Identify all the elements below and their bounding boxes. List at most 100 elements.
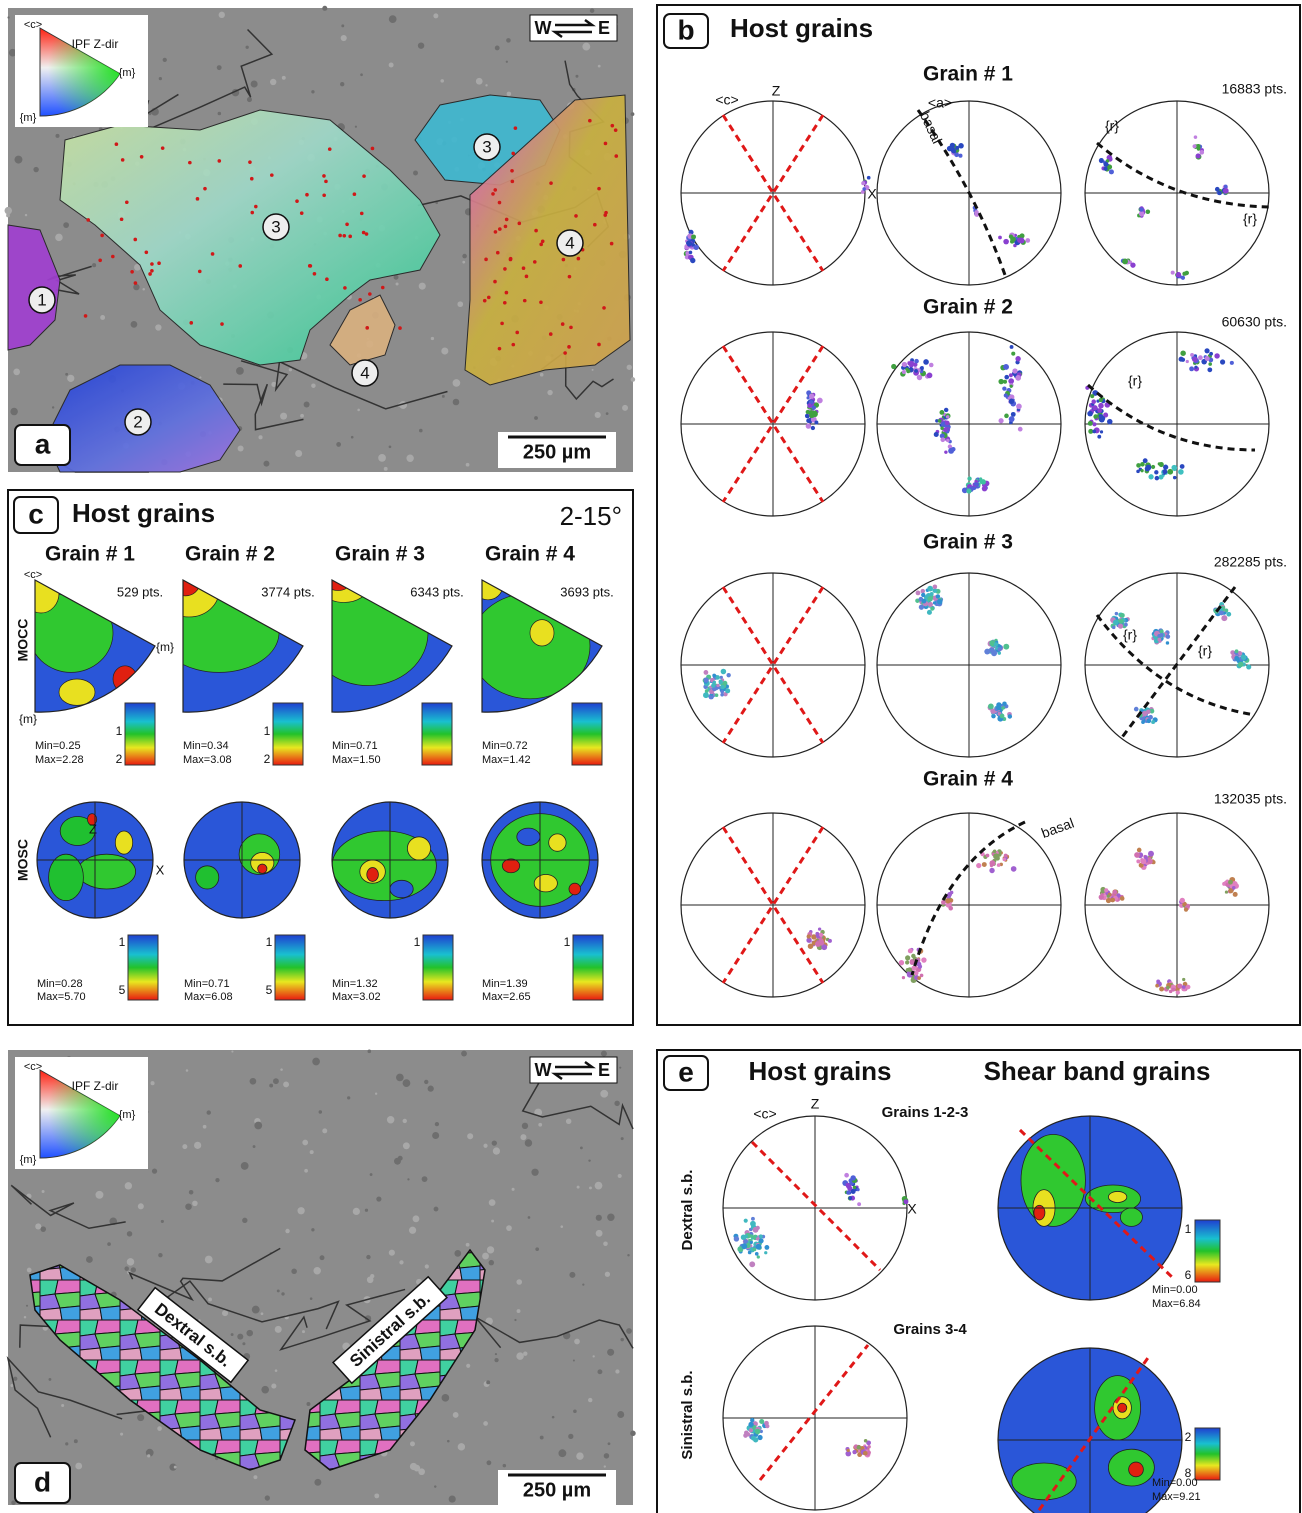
label: {r} (1123, 627, 1137, 643)
density-blob (1118, 1403, 1127, 1412)
subgrain-point (150, 269, 154, 273)
label: <c> (24, 569, 42, 581)
subgrain-point (133, 238, 137, 242)
orientation-point (1166, 986, 1170, 990)
orientation-point (1224, 185, 1228, 189)
orientation-point (759, 1238, 764, 1243)
map-texture (631, 112, 635, 116)
orientation-point (1145, 465, 1151, 471)
orientation-point (980, 480, 984, 484)
panel-label: e (678, 1056, 694, 1087)
orientation-point (989, 868, 994, 873)
orientation-point (1226, 612, 1231, 617)
orientation-point (1148, 474, 1153, 479)
color-scale (422, 703, 452, 765)
map-texture (403, 1142, 410, 1149)
label: 1 (119, 935, 126, 949)
orientation-point (1107, 895, 1110, 898)
map-texture (453, 379, 461, 387)
map-texture (419, 283, 426, 290)
orientation-point (966, 488, 971, 493)
orientation-point (1093, 414, 1098, 419)
color-scale (125, 703, 155, 765)
orientation-point (1156, 980, 1160, 984)
orientation-point (1204, 348, 1209, 353)
label: Host grains (748, 1056, 891, 1086)
subgrain-point (188, 161, 192, 165)
orientation-point (1171, 271, 1175, 275)
map-texture (453, 1412, 459, 1418)
orientation-point (857, 1202, 861, 1206)
map-texture (573, 1409, 577, 1413)
map-texture (55, 134, 59, 138)
orientation-point (917, 976, 921, 980)
subgrain-point (504, 225, 508, 229)
subgrain-point (358, 298, 362, 302)
orientation-point (691, 234, 696, 239)
subgrain-point (295, 199, 299, 203)
orientation-point (759, 1234, 763, 1238)
orientation-point (1177, 983, 1182, 988)
orientation-point (1232, 886, 1236, 890)
map-texture (283, 1082, 289, 1088)
orientation-point (907, 967, 912, 972)
map-texture (483, 1421, 488, 1426)
orientation-point (1173, 476, 1176, 479)
orientation-point (809, 410, 814, 415)
map-texture (575, 75, 578, 78)
orientation-point (1092, 405, 1097, 410)
map-texture (442, 1394, 450, 1402)
map-texture (92, 263, 96, 267)
orientation-point (1221, 615, 1227, 621)
subgrain-point (505, 291, 509, 295)
label: 132035 pts. (1214, 791, 1287, 807)
map-texture (231, 1051, 233, 1053)
orientation-point (1097, 435, 1101, 439)
orientation-point (991, 714, 996, 719)
label: Grain # 4 (485, 543, 575, 566)
subgrain-point (500, 322, 504, 326)
map-texture (389, 445, 392, 448)
map-texture (399, 1260, 403, 1264)
map-texture (306, 1402, 310, 1406)
label: MOSC (15, 839, 31, 881)
orientation-point (920, 974, 924, 978)
subgrain-point (611, 124, 615, 128)
label: 282285 pts. (1214, 554, 1287, 570)
orientation-point (756, 1237, 759, 1240)
density-blob (517, 828, 540, 845)
orientation-point (1018, 427, 1023, 432)
orientation-point (1192, 144, 1196, 148)
orientation-point (1010, 385, 1013, 388)
subgrain-point (568, 275, 572, 279)
map-texture (573, 1360, 575, 1362)
orientation-point (905, 960, 909, 964)
map-texture (617, 1411, 624, 1418)
map-texture (389, 1250, 395, 1256)
map-texture (440, 79, 444, 83)
panel-label: d (34, 1466, 51, 1497)
map-texture (237, 1334, 243, 1340)
label: 6 (1185, 1268, 1192, 1282)
map-texture (434, 1207, 439, 1212)
subgrain-point (365, 326, 369, 330)
label: {r} (1128, 373, 1142, 389)
figure: 123344<c>IPF Z-dir{m}{m}WE250 µmabHost g… (0, 0, 1302, 1513)
map-texture (453, 399, 460, 406)
label: Max=5.70 (37, 991, 86, 1003)
orientation-point (1155, 476, 1159, 480)
map-texture (258, 435, 262, 439)
map-texture (476, 78, 483, 85)
orientation-point (948, 906, 953, 911)
orientation-point (808, 943, 813, 948)
label: Host grains (72, 498, 215, 528)
subgrain-point (362, 174, 366, 178)
map-texture (374, 1493, 379, 1498)
map-texture (67, 375, 74, 382)
label: Min=0.25 (35, 740, 81, 752)
map-texture (74, 1439, 78, 1443)
subgrain-point (509, 257, 513, 261)
map-texture (242, 1218, 247, 1223)
map-texture (10, 1384, 13, 1387)
density-blob (390, 880, 413, 897)
